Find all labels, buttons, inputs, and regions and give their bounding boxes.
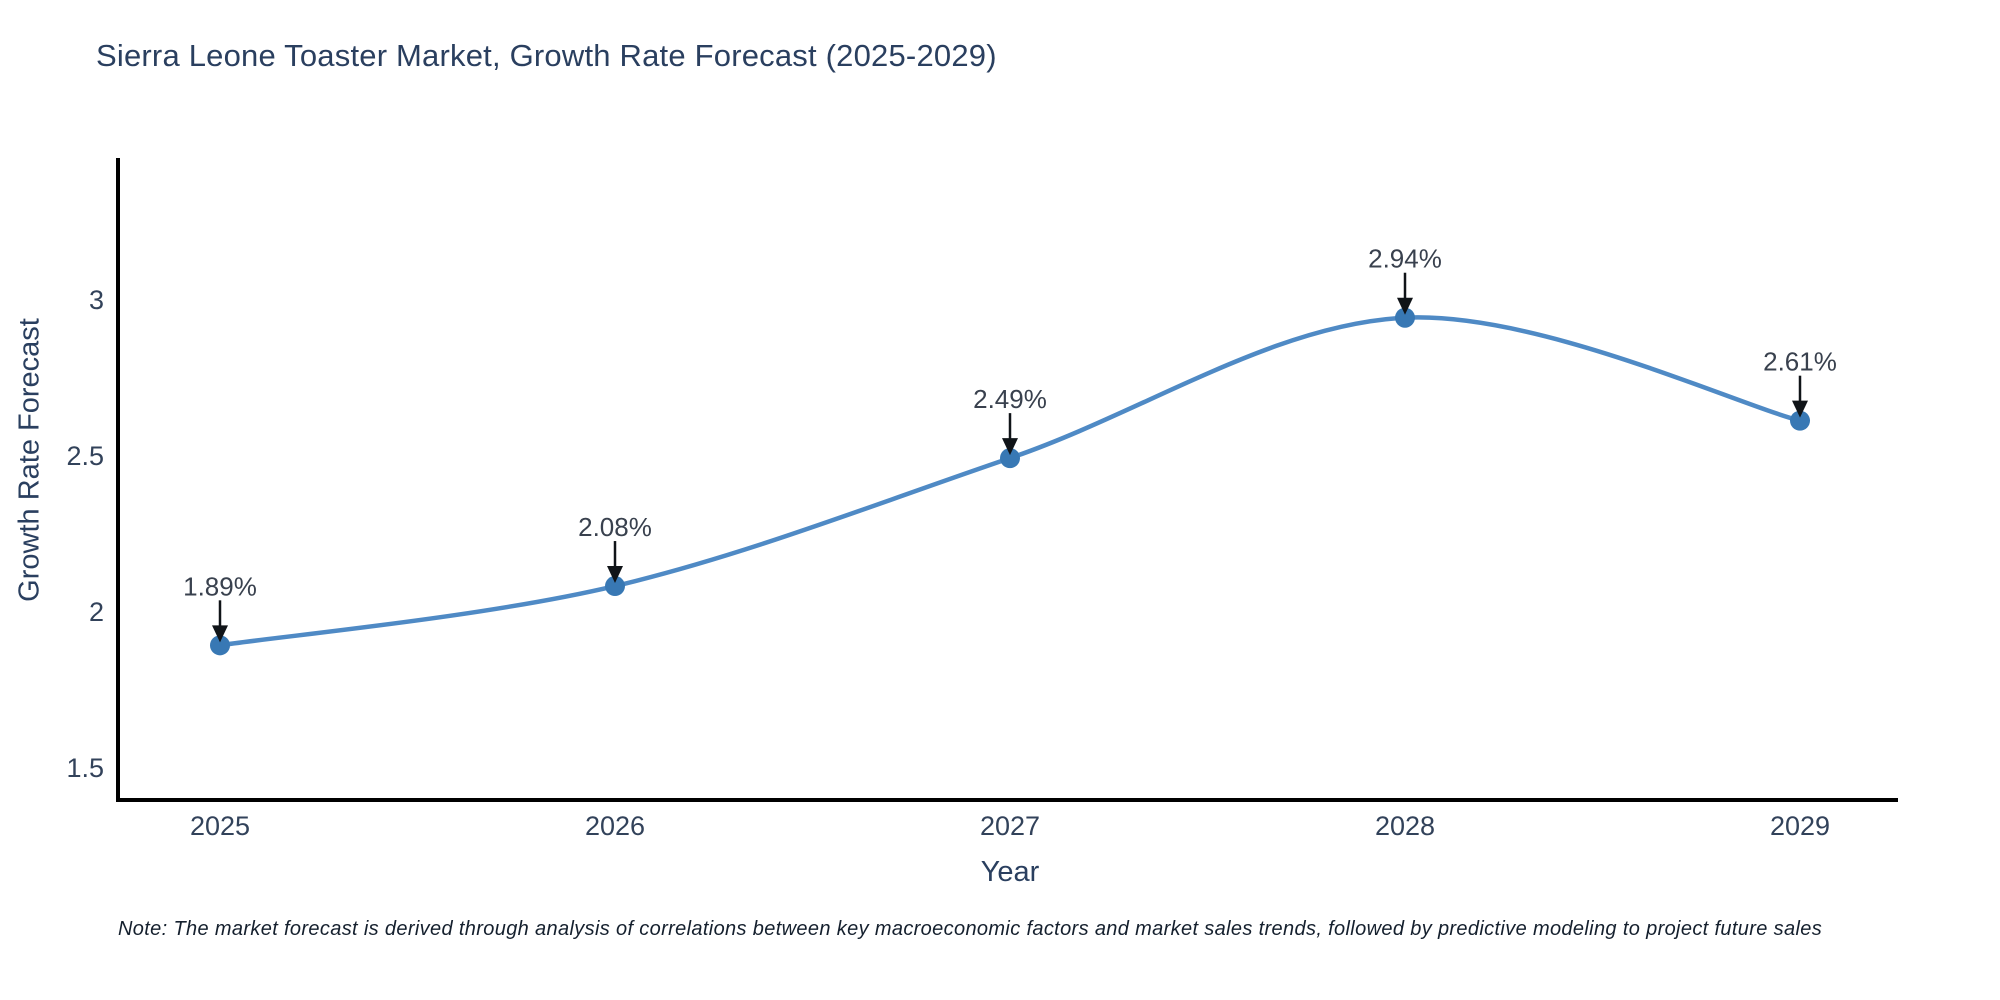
y-tick-label: 1.5 xyxy=(66,753,104,783)
y-tick-label: 2 xyxy=(89,597,104,627)
data-point-marker xyxy=(1000,448,1020,469)
chart-title: Sierra Leone Toaster Market, Growth Rate… xyxy=(96,38,997,73)
point-value-label: 2.49% xyxy=(973,384,1047,414)
annotation-arrow-head xyxy=(607,566,623,584)
point-value-label: 1.89% xyxy=(183,571,257,601)
data-point-marker xyxy=(1790,410,1810,431)
point-value-label: 2.08% xyxy=(578,512,652,542)
y-tick-label: 2.5 xyxy=(66,441,104,471)
annotation-arrow-head xyxy=(1397,297,1413,315)
point-value-label: 2.94% xyxy=(1368,244,1442,274)
y-tick-label: 3 xyxy=(89,285,104,315)
point-value-label: 2.61% xyxy=(1763,347,1837,377)
x-tick-label: 2029 xyxy=(1770,811,1830,841)
x-tick-label: 2025 xyxy=(190,811,250,841)
x-tick-label: 2028 xyxy=(1375,811,1435,841)
x-tick-label: 2027 xyxy=(980,811,1040,841)
x-axis-title: Year xyxy=(980,856,1040,888)
footnote: Note: The market forecast is derived thr… xyxy=(118,918,1823,940)
data-point-marker xyxy=(210,635,230,656)
x-tick-label: 2026 xyxy=(585,811,645,841)
data-point-marker xyxy=(605,576,625,597)
annotation-arrow-head xyxy=(212,625,228,643)
forecast-line xyxy=(217,315,1803,648)
data-point-marker xyxy=(1395,307,1415,328)
annotation-arrow-head xyxy=(1002,438,1018,456)
annotation-arrow-head xyxy=(1792,400,1808,418)
